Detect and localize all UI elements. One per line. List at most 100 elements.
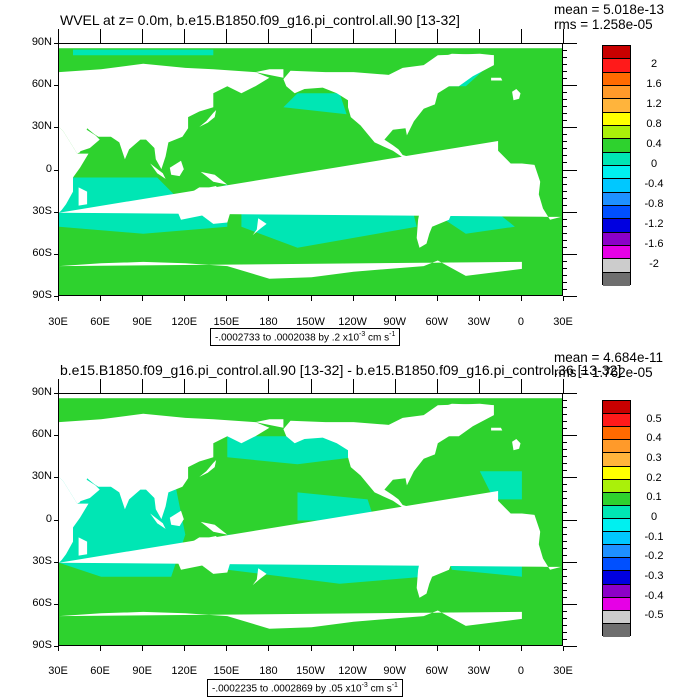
colorbar-label: -2 (649, 258, 659, 270)
lat-tick (54, 519, 58, 521)
lon-tick (394, 29, 396, 43)
panel2-range-exp: -3 (361, 682, 368, 689)
lat-minor-tick (563, 99, 567, 101)
lat-minor-tick (563, 421, 567, 423)
colorbar-label: -0.3 (644, 570, 664, 582)
lat-minor-tick (563, 393, 567, 394)
colorbar-box (603, 414, 630, 428)
lon-tick (184, 29, 186, 43)
lon-tick-bottom (184, 296, 186, 301)
colorbar-box (603, 99, 630, 113)
colorbar-box (603, 532, 630, 546)
colorbar-box (603, 245, 630, 260)
lat-tick-right (563, 85, 577, 87)
lat-label: 0 (45, 162, 52, 175)
lat-minor-tick (563, 50, 567, 52)
lat-label: 60N (31, 78, 52, 91)
lat-minor-tick (563, 547, 567, 549)
colorbar-label: -0.4 (644, 589, 664, 602)
lat-tick (54, 211, 58, 213)
lon-tick-bottom (184, 646, 186, 651)
lat-minor-tick (563, 568, 567, 570)
lat-minor-tick (563, 239, 567, 241)
colorbar-box (603, 597, 630, 611)
lon-label: 30E (553, 316, 573, 328)
lon-tick-bottom (58, 646, 59, 651)
lat-tick (54, 603, 58, 605)
lat-tick-right (563, 646, 577, 647)
lat-minor-tick (563, 610, 567, 612)
lat-tick-right (563, 519, 577, 521)
colorbar-box (603, 179, 630, 193)
lon-tick (563, 29, 564, 43)
lon-tick (436, 29, 438, 43)
lat-minor-tick (563, 484, 567, 486)
lon-label: 150W (296, 316, 325, 328)
lat-label: 30N (31, 470, 52, 483)
lat-tick-right (563, 435, 577, 437)
lat-minor-tick (563, 296, 567, 297)
colorbar-label: -0.5 (644, 609, 664, 622)
lat-minor-tick (563, 197, 567, 199)
lon-tick (58, 29, 59, 43)
lat-minor-tick (563, 183, 567, 185)
colorbar-label: 0.4 (646, 432, 662, 445)
lon-label: 180 (259, 316, 278, 328)
lat-tick-right (563, 211, 577, 213)
lat-minor-tick (563, 617, 567, 619)
lat-minor-tick (563, 274, 567, 276)
lon-tick-bottom (100, 646, 102, 651)
lat-minor-tick (563, 43, 567, 44)
lon-tick (563, 379, 564, 393)
lat-minor-tick (563, 246, 567, 248)
lat-minor-tick (563, 533, 567, 535)
panel1-range-exp: -3 (359, 331, 366, 338)
lon-label: 120W (338, 316, 367, 328)
colorbar-box (603, 479, 630, 493)
lat-minor-tick (563, 589, 567, 591)
lat-minor-tick (563, 491, 567, 493)
lon-label: 120E (171, 316, 198, 328)
lon-tick (478, 29, 480, 43)
panel2-colorbar (602, 400, 631, 637)
lat-minor-tick (563, 92, 567, 94)
lon-tick (268, 29, 270, 43)
lat-minor-tick (563, 596, 567, 598)
colorbar-box (603, 610, 630, 624)
lon-label: 90E (132, 665, 152, 677)
lat-label: 90S (32, 639, 52, 651)
lat-minor-tick (563, 505, 567, 507)
lon-tick-bottom (436, 646, 438, 651)
colorbar-box (603, 59, 630, 73)
colorbar-label: 0.3 (646, 452, 662, 464)
lon-label: 150E (213, 665, 240, 677)
colorbar-label: -0.8 (644, 198, 664, 210)
panel1-map (58, 43, 563, 296)
lat-tick (54, 646, 58, 647)
lon-tick-bottom (100, 296, 102, 301)
panel1-colorbar (602, 45, 631, 286)
lat-tick-right (563, 561, 577, 563)
lon-tick (58, 379, 59, 393)
lat-minor-tick (563, 449, 567, 451)
lat-tick (54, 477, 58, 479)
lat-tick (54, 253, 58, 255)
lon-tick-bottom (478, 646, 480, 651)
lat-minor-tick (563, 554, 567, 556)
colorbar-box (603, 85, 630, 100)
lon-label: 150W (296, 665, 325, 677)
lat-label: 30S (32, 554, 52, 567)
lat-minor-tick (563, 407, 567, 409)
lat-tick-right (563, 296, 577, 297)
lat-minor-tick (563, 225, 567, 227)
lat-label: 60S (32, 246, 52, 259)
lat-minor-tick (563, 85, 567, 87)
colorbar-label: 0 (650, 511, 658, 523)
colorbar-label: -1.2 (644, 218, 664, 230)
panel2-range-text: -.0002235 to .0002869 by .05 x10 (212, 683, 362, 695)
lon-tick (142, 379, 144, 393)
lon-tick-bottom (563, 646, 564, 651)
lon-tick-bottom (310, 646, 312, 651)
lat-tick (54, 85, 58, 87)
lat-minor-tick (563, 470, 567, 472)
